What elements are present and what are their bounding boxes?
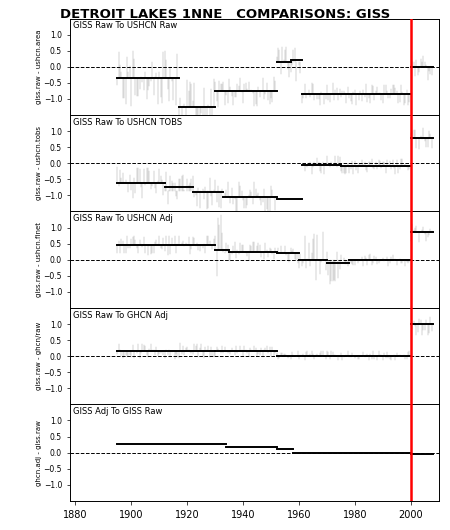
Y-axis label: giss.raw - ghcn/raw: giss.raw - ghcn/raw	[36, 322, 42, 390]
Text: GISS Adj To GISS Raw: GISS Adj To GISS Raw	[73, 407, 163, 416]
Y-axis label: giss.raw - ushcn.finet: giss.raw - ushcn.finet	[36, 222, 42, 297]
Text: GISS Raw To USHCN TOBS: GISS Raw To USHCN TOBS	[73, 118, 183, 127]
Y-axis label: giss.raw - ushcn.tobs: giss.raw - ushcn.tobs	[36, 126, 42, 200]
Text: GISS Raw To USHCN Raw: GISS Raw To USHCN Raw	[73, 21, 178, 30]
Y-axis label: giss.raw - ushcn.area: giss.raw - ushcn.area	[36, 30, 42, 104]
Text: DETROIT LAKES 1NNE   COMPARISONS: GISS: DETROIT LAKES 1NNE COMPARISONS: GISS	[60, 8, 390, 21]
Text: GISS Raw To USHCN Adj: GISS Raw To USHCN Adj	[73, 214, 173, 223]
Y-axis label: ghcn.adj - giss.raw: ghcn.adj - giss.raw	[36, 420, 42, 485]
Text: GISS Raw To GHCN Adj: GISS Raw To GHCN Adj	[73, 311, 168, 320]
